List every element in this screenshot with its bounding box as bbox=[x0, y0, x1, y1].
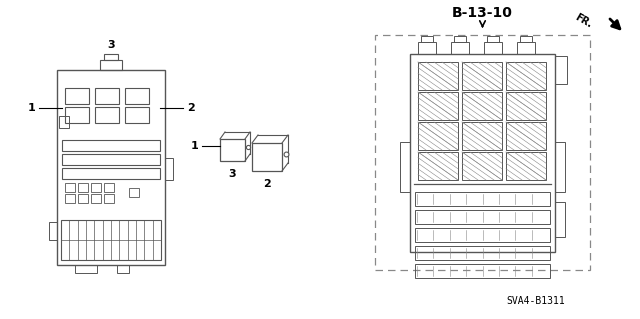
Text: 3: 3 bbox=[107, 40, 115, 50]
Bar bbox=[129, 188, 139, 197]
Bar bbox=[165, 158, 173, 180]
Bar bbox=[400, 142, 410, 192]
Bar bbox=[506, 152, 546, 180]
Bar bbox=[91, 183, 101, 192]
Bar bbox=[252, 143, 282, 171]
Bar bbox=[65, 183, 75, 192]
Bar bbox=[506, 122, 546, 150]
Bar bbox=[415, 246, 550, 260]
Bar bbox=[100, 60, 122, 70]
Text: 2: 2 bbox=[263, 179, 271, 189]
Bar bbox=[462, 122, 502, 150]
Bar bbox=[65, 107, 89, 123]
Bar bbox=[49, 222, 57, 240]
Bar bbox=[415, 192, 550, 206]
Bar bbox=[462, 152, 502, 180]
Bar bbox=[506, 92, 546, 120]
Text: 2: 2 bbox=[187, 103, 195, 113]
Bar bbox=[65, 88, 89, 104]
Text: FR.: FR. bbox=[573, 12, 594, 30]
Bar bbox=[62, 154, 160, 165]
Bar bbox=[555, 56, 567, 84]
Bar bbox=[125, 88, 149, 104]
Bar bbox=[517, 42, 535, 54]
Bar bbox=[62, 140, 160, 151]
Bar bbox=[375, 35, 590, 270]
Bar bbox=[421, 36, 433, 42]
Bar bbox=[125, 107, 149, 123]
Bar bbox=[91, 194, 101, 203]
Bar bbox=[451, 42, 469, 54]
Bar bbox=[462, 62, 502, 90]
Bar bbox=[104, 194, 114, 203]
Bar bbox=[454, 36, 466, 42]
Bar bbox=[418, 62, 458, 90]
Bar bbox=[418, 92, 458, 120]
Text: SVA4-B1311: SVA4-B1311 bbox=[506, 296, 565, 306]
Text: 1: 1 bbox=[28, 103, 35, 113]
Text: 3: 3 bbox=[228, 169, 236, 179]
Bar bbox=[487, 36, 499, 42]
Bar bbox=[462, 92, 502, 120]
Bar bbox=[484, 42, 502, 54]
Bar bbox=[418, 152, 458, 180]
Bar bbox=[61, 220, 161, 260]
Bar bbox=[415, 210, 550, 224]
Bar bbox=[418, 42, 436, 54]
Bar bbox=[410, 54, 555, 252]
Bar bbox=[520, 36, 532, 42]
Bar bbox=[555, 142, 565, 192]
Bar bbox=[506, 62, 546, 90]
Bar bbox=[62, 168, 160, 179]
Bar bbox=[104, 54, 118, 60]
Bar bbox=[555, 202, 565, 237]
Bar bbox=[418, 122, 458, 150]
Bar bbox=[65, 194, 75, 203]
Text: 1: 1 bbox=[190, 141, 198, 151]
Bar bbox=[78, 183, 88, 192]
Bar bbox=[117, 265, 129, 273]
Bar bbox=[95, 107, 119, 123]
Bar bbox=[59, 116, 69, 128]
Bar bbox=[415, 228, 550, 242]
Bar bbox=[95, 88, 119, 104]
Bar bbox=[415, 264, 550, 278]
Text: B-13-10: B-13-10 bbox=[452, 6, 513, 20]
Bar bbox=[75, 265, 97, 273]
Bar bbox=[57, 70, 165, 265]
Bar bbox=[78, 194, 88, 203]
Bar bbox=[104, 183, 114, 192]
Bar bbox=[220, 139, 245, 161]
